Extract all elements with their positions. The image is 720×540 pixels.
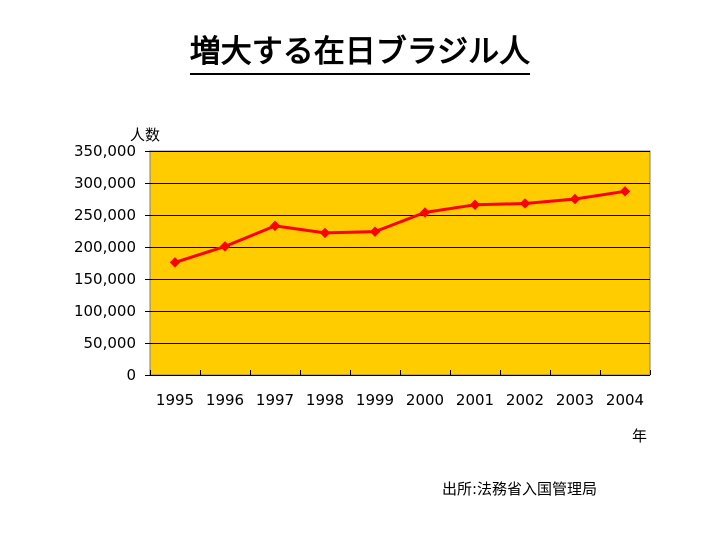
y-tick-label: 300,000 — [74, 174, 136, 192]
data-point — [269, 220, 281, 232]
x-tick-marks — [150, 370, 651, 375]
y-tick-label: 150,000 — [74, 270, 136, 288]
y-tick-labels: 0 50,000 100,000 150,000 200,000 250,000 300,0… — [74, 142, 136, 384]
data-point — [369, 226, 381, 237]
data-point — [219, 241, 231, 252]
x-tick-label: 2004 — [606, 391, 644, 409]
x-tick-label: 2003 — [556, 391, 594, 409]
y-tick-label: 100,000 — [74, 302, 136, 320]
y-tick-label: 50,000 — [84, 334, 137, 352]
y-axis-label: 人数 — [130, 126, 160, 144]
source-note: 出所:法務省入国管理局 — [442, 480, 598, 498]
x-tick-label: 1996 — [206, 391, 244, 409]
x-tick-label: 1998 — [306, 391, 344, 409]
data-point — [469, 199, 481, 210]
series-line — [174, 189, 626, 264]
plot-area — [149, 150, 651, 376]
y-tick-label: 350,000 — [74, 142, 136, 160]
data-point — [519, 198, 531, 209]
x-tick-label: 2001 — [456, 391, 494, 409]
y-tick-label: 200,000 — [74, 238, 136, 256]
x-tick-label: 1995 — [156, 391, 194, 409]
x-tick-labels: 1995 1996 1997 1998 1999 2000 2001 2002 2003 2004 — [156, 391, 644, 409]
x-tick-label: 1999 — [356, 391, 394, 409]
data-points — [169, 186, 631, 268]
data-point — [619, 186, 631, 197]
data-point — [569, 193, 581, 205]
slide-title-text: 増大する在日ブラジル人 — [189, 32, 531, 75]
x-tick-label: 2000 — [406, 391, 444, 409]
gridlines — [145, 151, 650, 376]
data-point — [319, 227, 331, 239]
y-tick-label: 250,000 — [74, 206, 136, 224]
data-point — [169, 257, 181, 268]
x-tick-label: 2002 — [506, 391, 544, 409]
y-tick-label: 0 — [126, 366, 136, 384]
x-axis-label: 年 — [632, 427, 647, 445]
data-point — [419, 207, 431, 218]
slide-title: 増大する在日ブラジル人 — [0, 32, 720, 75]
x-tick-label: 1997 — [256, 391, 294, 409]
